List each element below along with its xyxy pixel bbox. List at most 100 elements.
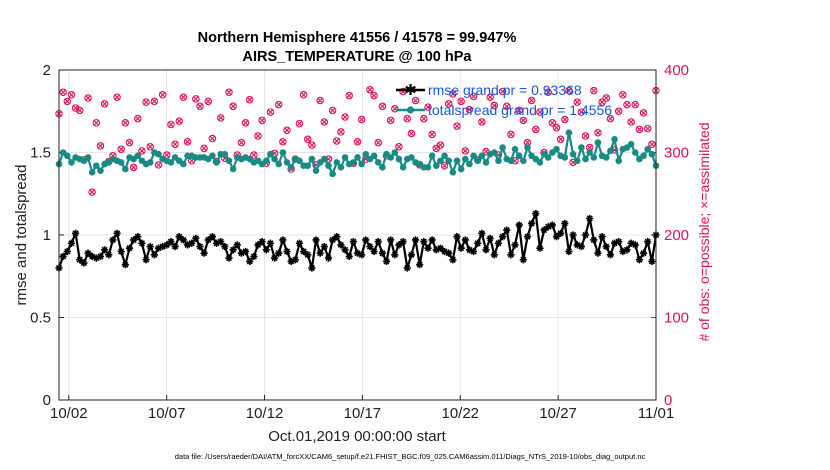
totalspread-point xyxy=(499,144,506,151)
totalspread-point xyxy=(362,150,370,158)
obs-possible-point xyxy=(461,147,470,155)
rmse-point xyxy=(113,229,121,237)
totalspread-point xyxy=(63,152,71,160)
obs-assimilated-point xyxy=(628,118,635,125)
obs-possible-point xyxy=(556,135,565,144)
rmse-point xyxy=(635,256,644,264)
obs-assimilated-point xyxy=(553,124,560,131)
obs-assimilated-point xyxy=(516,107,523,114)
obs-assimilated-point xyxy=(404,115,411,122)
rmse-point xyxy=(349,238,357,246)
rmse-point xyxy=(436,244,445,252)
obs-possible-point xyxy=(420,114,428,123)
rmse-point xyxy=(76,256,84,264)
legend-spread-marker xyxy=(406,106,415,114)
totalspread-point xyxy=(424,164,432,171)
totalspread-point xyxy=(321,155,328,163)
obs-possible-point xyxy=(200,144,208,153)
obs-possible-point xyxy=(436,141,445,149)
rmse-point xyxy=(606,251,614,259)
obs-assimilated-point xyxy=(172,141,179,148)
obs-possible-point xyxy=(125,138,134,147)
totalspread-series xyxy=(55,129,660,178)
y-left-tick-label: 1 xyxy=(43,227,51,244)
obs-possible-point xyxy=(283,126,291,134)
obs-possible-point xyxy=(366,86,374,94)
obs-possible-point xyxy=(158,91,167,99)
obs-assimilated-point xyxy=(458,98,465,105)
obs-assimilated-point xyxy=(387,117,394,124)
rmse-series xyxy=(55,209,660,272)
obs-possible-point xyxy=(631,100,640,109)
obs-possible-point xyxy=(88,188,96,196)
x-tick-label: 11/01 xyxy=(638,405,674,422)
y-axis-left-label: rmse and totalspread xyxy=(13,165,30,306)
obs-assimilated-point xyxy=(317,97,324,104)
obs-assimilated-point xyxy=(549,119,556,126)
rmse-point xyxy=(105,251,113,259)
totalspread-point xyxy=(631,149,639,156)
obs-assimilated-point xyxy=(118,146,125,153)
obs-assimilated-point xyxy=(267,109,274,116)
obs-assimilated-point xyxy=(491,102,498,109)
rmse-point xyxy=(407,251,415,259)
rmse-point xyxy=(138,239,146,247)
obs-assimilated-point xyxy=(192,95,199,102)
obs-possible-point xyxy=(602,94,610,102)
obs-possible-point xyxy=(577,108,586,116)
y-right-tick-label: 100 xyxy=(664,310,689,327)
obs-possible-point xyxy=(67,91,76,99)
rmse-point xyxy=(275,249,283,257)
obs-assimilated-point xyxy=(225,89,232,96)
rmse-point xyxy=(283,247,291,256)
totalspread-point xyxy=(453,157,461,165)
rmse-point xyxy=(109,236,117,244)
obs-assimilated-point xyxy=(507,131,514,138)
totalspread-point xyxy=(432,162,440,169)
y-left-tick-label: 0 xyxy=(43,392,51,409)
rmse-point xyxy=(345,252,353,261)
rmse-point xyxy=(540,226,548,234)
rmse-point xyxy=(511,241,519,249)
totalspread-point xyxy=(221,150,229,158)
obs-possible-point xyxy=(444,100,453,108)
obs-assimilated-point xyxy=(623,101,630,108)
obs-assimilated-point xyxy=(582,133,589,139)
totalspread-point xyxy=(312,167,320,174)
rmse-point xyxy=(552,233,561,241)
rmse-point xyxy=(262,246,270,254)
rmse-point xyxy=(503,226,511,234)
totalspread-point xyxy=(209,152,216,160)
obs-assimilated-point xyxy=(607,115,614,122)
plot-frame xyxy=(58,69,657,401)
totalspread-point xyxy=(507,157,515,165)
rmse-point xyxy=(300,247,308,256)
totalspread-point xyxy=(536,159,544,166)
y-left-tick-label: 2 xyxy=(43,62,51,79)
legend: ✱ rmse grand pr = 0.93368 totalspread gr… xyxy=(396,81,612,118)
totalspread-point xyxy=(515,152,523,160)
obs-assimilated-point xyxy=(250,151,257,158)
rmse-point xyxy=(241,247,250,256)
rmse-point xyxy=(577,242,585,251)
obs-possible-point xyxy=(250,151,258,159)
rmse-point xyxy=(270,254,279,262)
obs-possible-point xyxy=(469,92,478,101)
rmse-point xyxy=(333,233,341,241)
totalspread-point xyxy=(561,154,569,161)
totalspread-point xyxy=(470,152,477,160)
obs-assimilated-point xyxy=(151,98,158,105)
obs-possible-point xyxy=(478,118,486,126)
obs-possible-point xyxy=(150,97,159,106)
rmse-point xyxy=(96,252,105,261)
rmse-point xyxy=(167,238,175,246)
obs-possible-point xyxy=(565,86,573,95)
rmse-point xyxy=(544,223,552,231)
rmse-point xyxy=(229,246,237,254)
totalspread-point xyxy=(408,154,415,161)
obs-assimilated-point xyxy=(632,101,639,108)
totalspread-point xyxy=(611,136,618,143)
rmse-point xyxy=(590,236,598,244)
obs-assimilated-point xyxy=(196,103,203,110)
rmse-point xyxy=(387,236,395,244)
